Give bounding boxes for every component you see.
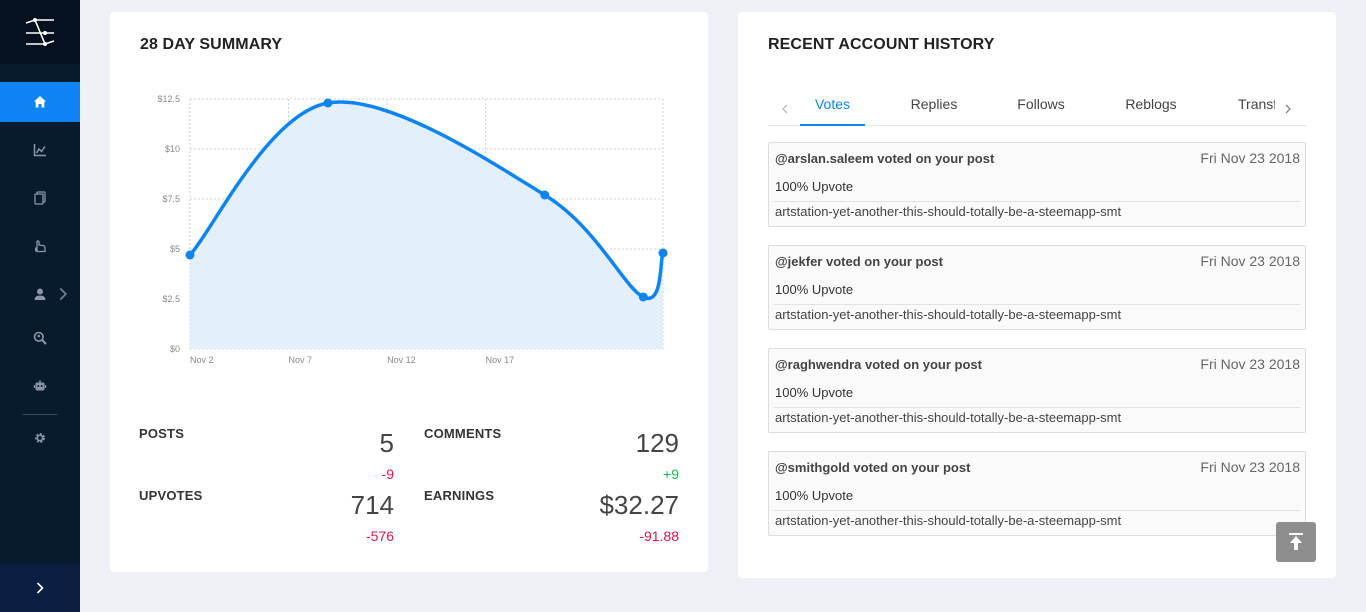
history-item-title: @smithgold voted on your post [775,460,971,475]
robot-icon [33,380,47,391]
sidebar-item-posts[interactable] [0,178,80,218]
summary-card: 28 DAY SUMMARY $0 $2.5 $5 $7.5 $10 $12.5 Nov 2… [110,12,708,572]
tab-reblogs[interactable]: Reblogs [1125,96,1177,112]
stat-delta: -91.88 [639,528,679,544]
history-item[interactable]: @raghwendra voted on your post Fri Nov 2… [768,348,1306,433]
chart-xtick-label: Nov 2 [190,355,214,365]
search-user-icon [33,331,47,345]
sidebar-item-account[interactable] [0,274,80,314]
chart-data-point [185,250,195,260]
arrow-up-icon [1289,533,1303,550]
stat-posts: POSTS 5 -9 [139,426,394,486]
history-item-permlink[interactable]: artstation-yet-another-this-should-total… [775,513,1122,528]
chart-ytick-label: $7.5 [162,194,180,204]
tab-votes[interactable]: Votes [800,92,865,126]
sidebar-divider [23,414,57,415]
chart-xtick-label: Nov 7 [289,355,313,365]
sidebar-collapse-toggle[interactable] [0,564,80,612]
chart-ytick-label: $12.5 [157,94,180,104]
stat-label: UPVOTES [139,488,203,503]
history-item-permlink[interactable]: artstation-yet-another-this-should-total… [775,204,1122,219]
chart-ytick-label: $2.5 [162,294,180,304]
sidebar [0,0,80,612]
history-item-title: @arslan.saleem voted on your post [775,151,995,166]
history-item-date: Fri Nov 23 2018 [1200,253,1300,269]
sidebar-item-analytics[interactable] [0,130,80,170]
chevron-right-icon [36,582,44,594]
history-item-vote: 100% Upvote [775,179,854,194]
chart-data-point [638,292,648,302]
chart-ytick-label: $5 [170,244,180,254]
history-item-permlink[interactable]: artstation-yet-another-this-should-total… [775,410,1122,425]
document-icon [34,191,46,205]
stat-label: POSTS [139,426,185,441]
summary-title: 28 DAY SUMMARY [140,36,283,53]
history-item[interactable]: @jekfer voted on your post Fri Nov 23 20… [768,245,1306,330]
chart-ytick-label: $10 [165,144,180,154]
stat-label: EARNINGS [424,488,495,503]
account-history-card: RECENT ACCOUNT HISTORY Votes Replies Fol… [738,12,1336,578]
stat-comments: COMMENTS 129 +9 [424,426,679,486]
chevron-right-icon [1285,104,1291,114]
history-item-date: Fri Nov 23 2018 [1200,459,1300,475]
history-tabs: Votes Replies Follows Reblogs Transf [768,92,1306,126]
stat-value: 129 [635,428,679,458]
stat-value: 5 [379,428,394,458]
divider [774,407,1300,408]
chart-data-point [540,190,550,200]
history-item-vote: 100% Upvote [775,488,854,503]
logo-icon [25,18,55,46]
stat-value: $32.27 [599,490,679,520]
earnings-chart: $0 $2.5 $5 $7.5 $10 $12.5 Nov 2 Nov 7 Nov 12 Nov … [157,94,668,365]
history-item-date: Fri Nov 23 2018 [1200,150,1300,166]
tabs-next-button[interactable] [1273,92,1303,126]
history-item-date: Fri Nov 23 2018 [1200,356,1300,372]
tab-replies[interactable]: Replies [910,96,958,112]
history-item-permlink[interactable]: artstation-yet-another-this-should-total… [775,307,1122,322]
sidebar-item-settings[interactable] [0,418,80,458]
divider [774,304,1300,305]
sidebar-item-home[interactable] [0,82,80,122]
history-item[interactable]: @smithgold voted on your post Fri Nov 23… [768,451,1306,536]
stat-delta: -9 [381,466,394,482]
chart-data-point [323,98,333,108]
sidebar-item-bots[interactable] [0,366,80,406]
history-item-title: @raghwendra voted on your post [775,357,982,372]
tab-transfers[interactable]: Transf [1238,96,1275,112]
tabs-prev-button[interactable] [770,92,800,126]
chart-ytick-label: $0 [170,344,180,354]
hand-icon [35,240,46,253]
gear-icon [35,433,45,443]
sidebar-item-search[interactable] [0,318,80,358]
history-title: RECENT ACCOUNT HISTORY [768,36,995,53]
history-item-vote: 100% Upvote [775,282,854,297]
chart-icon [33,144,46,157]
stat-label: COMMENTS [424,426,502,441]
chevron-left-icon [782,104,788,114]
user-icon [34,288,46,300]
stat-upvotes: UPVOTES 714 -576 [139,488,394,548]
history-item-title: @jekfer voted on your post [775,254,943,269]
chart-data-point [658,248,668,258]
chevron-right-icon [56,274,70,314]
home-icon [34,96,46,108]
stat-delta: +9 [663,466,679,482]
chart-xtick-label: Nov 17 [486,355,515,365]
divider [774,201,1300,202]
chart-xtick-label: Nov 12 [387,355,416,365]
stat-delta: -576 [365,528,394,544]
divider [774,510,1300,511]
history-item[interactable]: @arslan.saleem voted on your post Fri No… [768,142,1306,227]
stat-value: 714 [350,490,394,520]
history-item-vote: 100% Upvote [775,385,854,400]
stat-earnings: EARNINGS $32.27 -91.88 [424,488,679,548]
chart-area-fill [190,102,663,349]
app-logo[interactable] [0,0,80,64]
scroll-to-top-button[interactable] [1276,522,1316,562]
sidebar-item-votes[interactable] [0,226,80,266]
tab-follows[interactable]: Follows [1017,96,1065,112]
